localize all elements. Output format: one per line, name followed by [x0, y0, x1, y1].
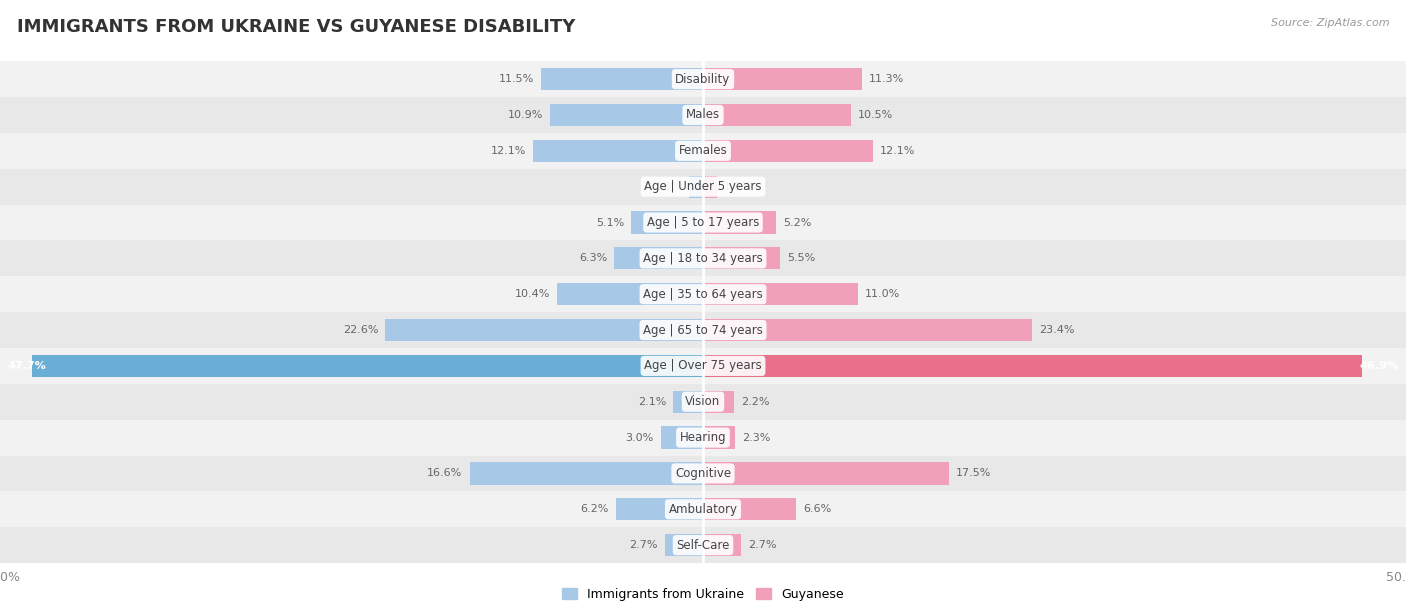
Text: 6.6%: 6.6% [803, 504, 831, 514]
Text: Females: Females [679, 144, 727, 157]
Text: 10.4%: 10.4% [515, 289, 550, 299]
Text: 46.9%: 46.9% [1360, 361, 1399, 371]
Bar [0, 61, 1406, 97]
Bar [0, 97, 1406, 133]
Text: 11.5%: 11.5% [499, 74, 534, 84]
Text: 16.6%: 16.6% [427, 468, 463, 479]
Bar [614, 247, 703, 269]
Bar [703, 462, 949, 485]
Text: Age | 5 to 17 years: Age | 5 to 17 years [647, 216, 759, 229]
Bar [689, 176, 703, 198]
Bar [703, 498, 796, 520]
Text: 5.1%: 5.1% [596, 217, 624, 228]
Legend: Immigrants from Ukraine, Guyanese: Immigrants from Ukraine, Guyanese [557, 583, 849, 606]
Bar [32, 355, 703, 377]
Bar [0, 455, 1406, 491]
Bar [0, 420, 1406, 455]
Bar [703, 319, 1032, 341]
Bar [703, 211, 776, 234]
Text: Age | 65 to 74 years: Age | 65 to 74 years [643, 324, 763, 337]
Bar [0, 348, 1406, 384]
Text: 11.0%: 11.0% [865, 289, 900, 299]
Bar [703, 534, 741, 556]
Text: Hearing: Hearing [679, 431, 727, 444]
Text: Males: Males [686, 108, 720, 121]
Bar [703, 68, 862, 90]
Bar [703, 104, 851, 126]
Bar [665, 534, 703, 556]
Text: 2.1%: 2.1% [638, 397, 666, 407]
Bar [703, 176, 717, 198]
Text: 11.3%: 11.3% [869, 74, 904, 84]
Bar [631, 211, 703, 234]
Text: 10.5%: 10.5% [858, 110, 893, 120]
Text: Age | Over 75 years: Age | Over 75 years [644, 359, 762, 372]
Text: 47.7%: 47.7% [7, 361, 46, 371]
Bar [385, 319, 703, 341]
Text: 6.2%: 6.2% [581, 504, 609, 514]
Text: 2.2%: 2.2% [741, 397, 769, 407]
Text: Self-Care: Self-Care [676, 539, 730, 551]
Text: Age | 35 to 64 years: Age | 35 to 64 years [643, 288, 763, 300]
Text: 17.5%: 17.5% [956, 468, 991, 479]
Bar [470, 462, 703, 485]
Text: 23.4%: 23.4% [1039, 325, 1074, 335]
Bar [0, 133, 1406, 169]
Text: 5.2%: 5.2% [783, 217, 811, 228]
Text: Cognitive: Cognitive [675, 467, 731, 480]
Bar [703, 140, 873, 162]
Text: 2.7%: 2.7% [630, 540, 658, 550]
Bar [0, 384, 1406, 420]
Text: Age | 18 to 34 years: Age | 18 to 34 years [643, 252, 763, 265]
Text: 12.1%: 12.1% [880, 146, 915, 156]
Text: 3.0%: 3.0% [626, 433, 654, 442]
Bar [557, 283, 703, 305]
Bar [533, 140, 703, 162]
Text: 10.9%: 10.9% [508, 110, 543, 120]
Bar [703, 427, 735, 449]
Text: Disability: Disability [675, 73, 731, 86]
Text: 2.7%: 2.7% [748, 540, 776, 550]
Text: Vision: Vision [685, 395, 721, 408]
Bar [703, 247, 780, 269]
Bar [0, 204, 1406, 241]
Bar [0, 276, 1406, 312]
Bar [0, 241, 1406, 276]
Bar [703, 283, 858, 305]
Text: Ambulatory: Ambulatory [668, 503, 738, 516]
Bar [0, 312, 1406, 348]
Bar [550, 104, 703, 126]
Bar [616, 498, 703, 520]
Bar [703, 355, 1362, 377]
Text: 6.3%: 6.3% [579, 253, 607, 263]
Bar [673, 390, 703, 413]
Text: 1.0%: 1.0% [724, 182, 752, 192]
Text: 5.5%: 5.5% [787, 253, 815, 263]
Bar [0, 527, 1406, 563]
Bar [541, 68, 703, 90]
Bar [0, 491, 1406, 527]
Text: IMMIGRANTS FROM UKRAINE VS GUYANESE DISABILITY: IMMIGRANTS FROM UKRAINE VS GUYANESE DISA… [17, 18, 575, 36]
Text: 12.1%: 12.1% [491, 146, 526, 156]
Text: 22.6%: 22.6% [343, 325, 378, 335]
Text: Age | Under 5 years: Age | Under 5 years [644, 180, 762, 193]
Bar [703, 390, 734, 413]
Text: 2.3%: 2.3% [742, 433, 770, 442]
Text: 1.0%: 1.0% [654, 182, 682, 192]
Text: Source: ZipAtlas.com: Source: ZipAtlas.com [1271, 18, 1389, 28]
Bar [0, 169, 1406, 204]
Bar [661, 427, 703, 449]
